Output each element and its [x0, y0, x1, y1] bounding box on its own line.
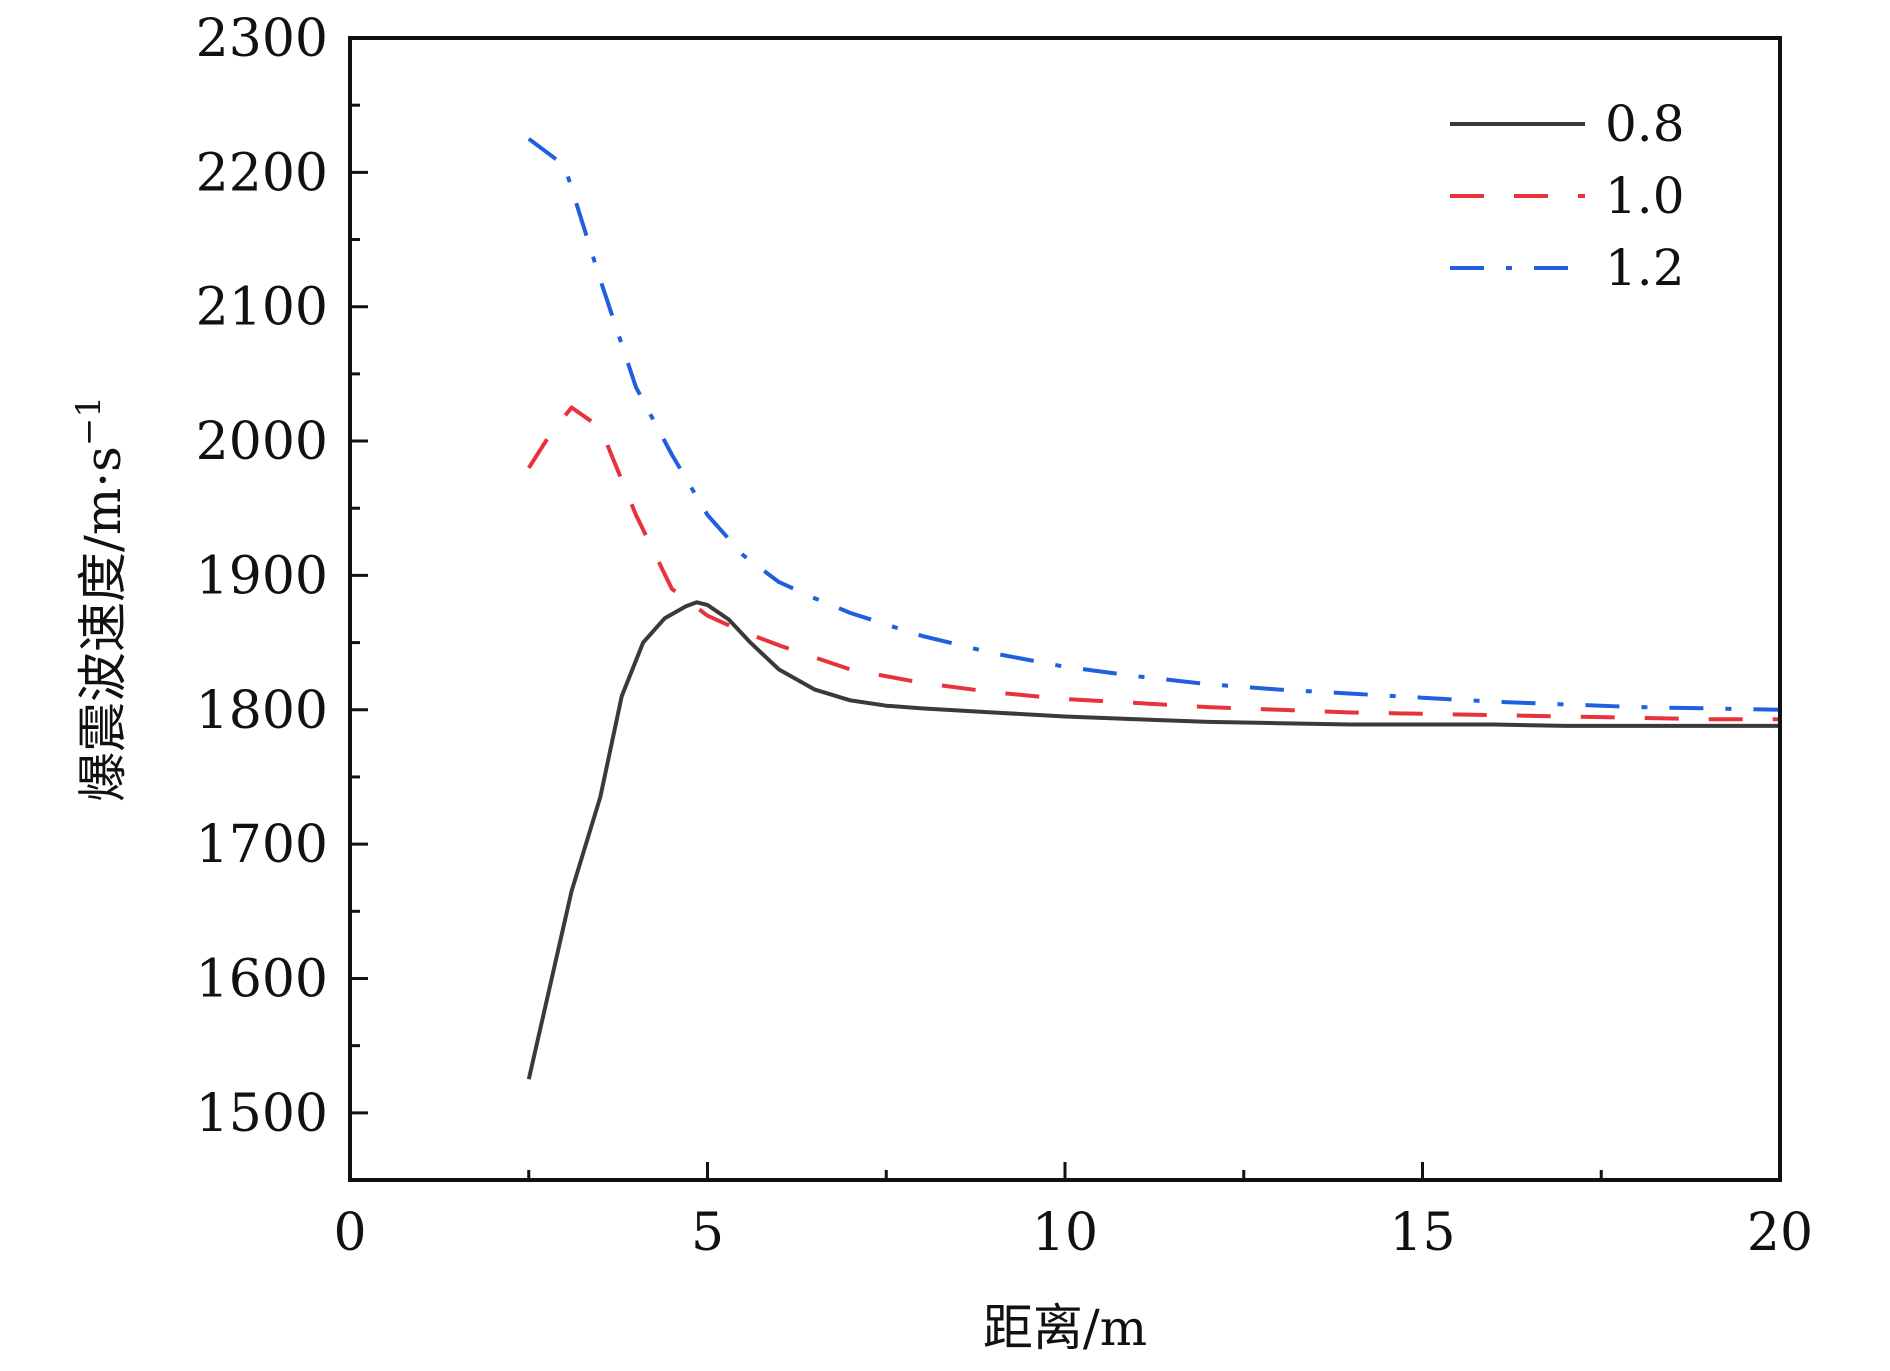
series-line-0-8: [526, 600, 1780, 1080]
y-tick-label: 2000: [196, 412, 328, 472]
y-tick-label: 1500: [196, 1084, 328, 1144]
legend-label: 1.0: [1605, 167, 1685, 225]
x-tick-label: 5: [691, 1203, 724, 1263]
x-tick-label: 15: [1389, 1203, 1455, 1263]
series-lines: [526, 137, 1781, 1080]
x-tick-label: 10: [1032, 1203, 1098, 1263]
y-tick-label: 2300: [196, 9, 328, 69]
y-tick-label: 2200: [196, 143, 328, 203]
y-axis-title: 爆震波速度/m·s−1: [69, 396, 132, 802]
plot-frame: [348, 36, 1782, 1182]
y-tick-label: 2100: [196, 278, 328, 338]
axis-ticks: 0 5 10 15 20 1500 1600 1700 1800 1900 2000 2100 2200…: [196, 9, 1813, 1263]
y-tick-label: 1600: [196, 949, 328, 1009]
legend-label: 0.8: [1605, 95, 1685, 153]
legend-label: 1.2: [1605, 239, 1685, 297]
y-tick-label: 1700: [196, 815, 328, 875]
y-tick-label: 1800: [196, 681, 328, 741]
legend: 0.8 1.0 1.2: [1450, 95, 1685, 297]
x-tick-label: 20: [1747, 1203, 1813, 1263]
x-axis-title: 距离/m: [983, 1299, 1147, 1357]
series-line-1-0: [527, 405, 1780, 722]
series-line-1-2: [527, 137, 1781, 712]
y-tick-label: 1900: [196, 546, 328, 606]
x-tick-label: 0: [333, 1203, 366, 1263]
y-axis-title-text: 爆震波速度/m·s: [74, 446, 132, 802]
y-axis-title-superscript: −1: [69, 396, 109, 446]
